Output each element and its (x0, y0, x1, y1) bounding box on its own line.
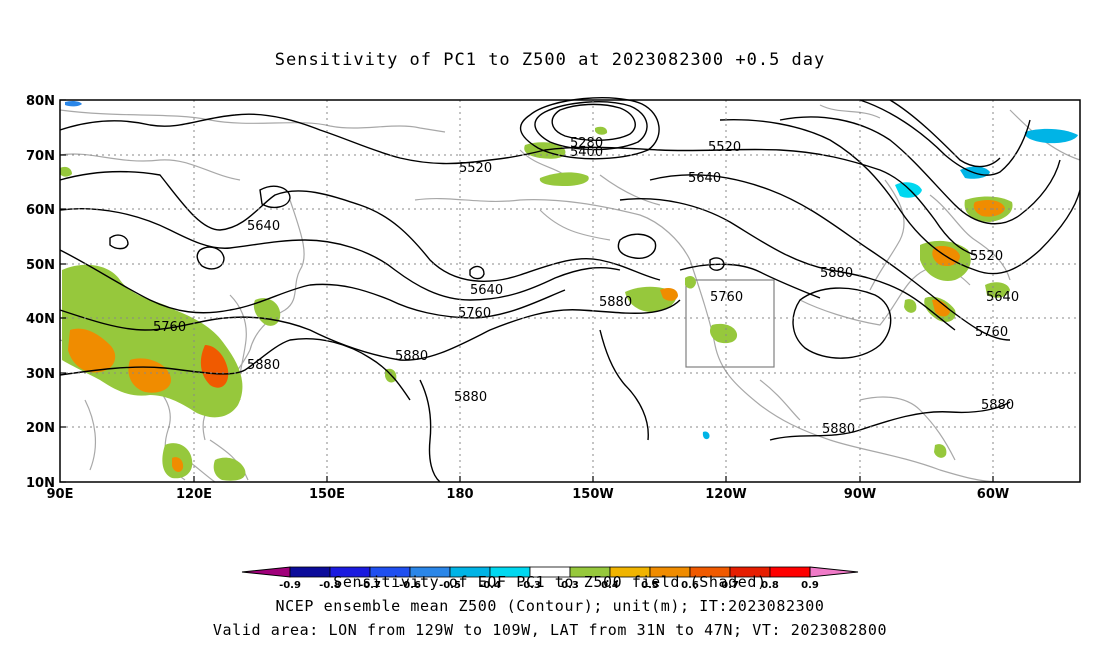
colorbar-tick-label: 0.5 (641, 580, 659, 591)
colorbar-tick-label: -0.6 (399, 580, 421, 591)
contour-label: 5760 (458, 306, 491, 321)
contour-label: 5880 (822, 422, 855, 437)
lon-label: 90W (844, 487, 876, 502)
contour-label: 5520 (459, 161, 492, 176)
lon-label: 150E (309, 487, 345, 502)
lon-label: 120W (705, 487, 746, 502)
colorbar-tick-label: 0.6 (681, 580, 699, 591)
footer-line-2: NCEP ensemble mean Z500 (Contour); unit(… (275, 597, 825, 615)
contour-label: 5640 (247, 219, 280, 234)
contour-label: 5280 (570, 136, 603, 151)
colorbar-tick-label: -0.3 (519, 580, 541, 591)
footer-line-1: Sensitivity of EOF PC1 to Z500 field (Sh… (333, 573, 767, 591)
colorbar-tick-labels: -0.9 -0.8 -0.7 -0.6 -0.5 -0.4 -0.3 0.3 0.4 0.5 0.6… (279, 580, 819, 591)
colorbar-tick-label: -0.4 (479, 580, 501, 591)
footer-line-3: Valid area: LON from 129W to 109W, LAT f… (212, 621, 888, 639)
plot-title: Sensitivity of PC1 to Z500 at 2023082300… (274, 50, 826, 70)
contour-label: 5520 (970, 249, 1003, 264)
colorbar-tick-label: -0.9 (279, 580, 301, 591)
contour-label: 5400 (570, 145, 603, 160)
lat-label: 30N (26, 367, 55, 382)
colorbar-tick-label: 0.8 (761, 580, 779, 591)
lat-label: 10N (26, 476, 55, 491)
colorbar-tick-label: 0.7 (721, 580, 739, 591)
contour-label: 5640 (986, 290, 1019, 305)
contour-label: 5640 (688, 171, 721, 186)
lon-label: 180 (446, 487, 473, 502)
contour-label: 5760 (710, 290, 743, 305)
lon-label: 150W (572, 487, 613, 502)
contour-label: 5880 (599, 295, 632, 310)
colorbar-tick-label: 0.9 (801, 580, 819, 591)
colorbar-cells (241, 566, 859, 578)
contour-label: 5880 (820, 266, 853, 281)
contour-label: 5760 (975, 325, 1008, 340)
lat-label: 80N (26, 94, 55, 109)
colorbar-tick-label: -0.7 (359, 580, 381, 591)
colorbar-right-triangle (809, 566, 859, 578)
gridlines (60, 100, 1080, 482)
contour-label: 5880 (981, 398, 1014, 413)
contour-labels: 5280 5400 5520 5520 5640 5640 5640 5760 … (153, 136, 1019, 437)
lat-label: 50N (26, 258, 55, 273)
contour-label: 5640 (470, 283, 503, 298)
lon-label: 60W (977, 487, 1009, 502)
colorbar-tick-label: 0.4 (601, 580, 619, 591)
lon-label: 120E (176, 487, 212, 502)
latitude-labels: 80N 70N 60N 50N 40N 30N 20N 10N (26, 94, 55, 491)
colorbar-tick-label: 0.3 (561, 580, 579, 591)
colorbar-tick-label: -0.5 (439, 580, 461, 591)
lon-label: 90E (47, 487, 74, 502)
valid-area-box (685, 279, 775, 368)
lat-label: 60N (26, 203, 55, 218)
contour-label: 5880 (247, 358, 280, 373)
colorbar-tick-label: -0.8 (319, 580, 341, 591)
shaded-sensitivity (60, 100, 1078, 481)
lat-label: 70N (26, 149, 55, 164)
longitude-labels: 90E 120E 150E 180 150W 120W 90W 60W (47, 487, 1010, 502)
contour-label: 5880 (395, 349, 428, 364)
contour-label: 5520 (708, 140, 741, 155)
lat-label: 20N (26, 421, 55, 436)
lat-label: 40N (26, 312, 55, 327)
contour-label: 5760 (153, 320, 186, 335)
coastlines (59, 104, 1081, 483)
contour-label: 5880 (454, 390, 487, 405)
